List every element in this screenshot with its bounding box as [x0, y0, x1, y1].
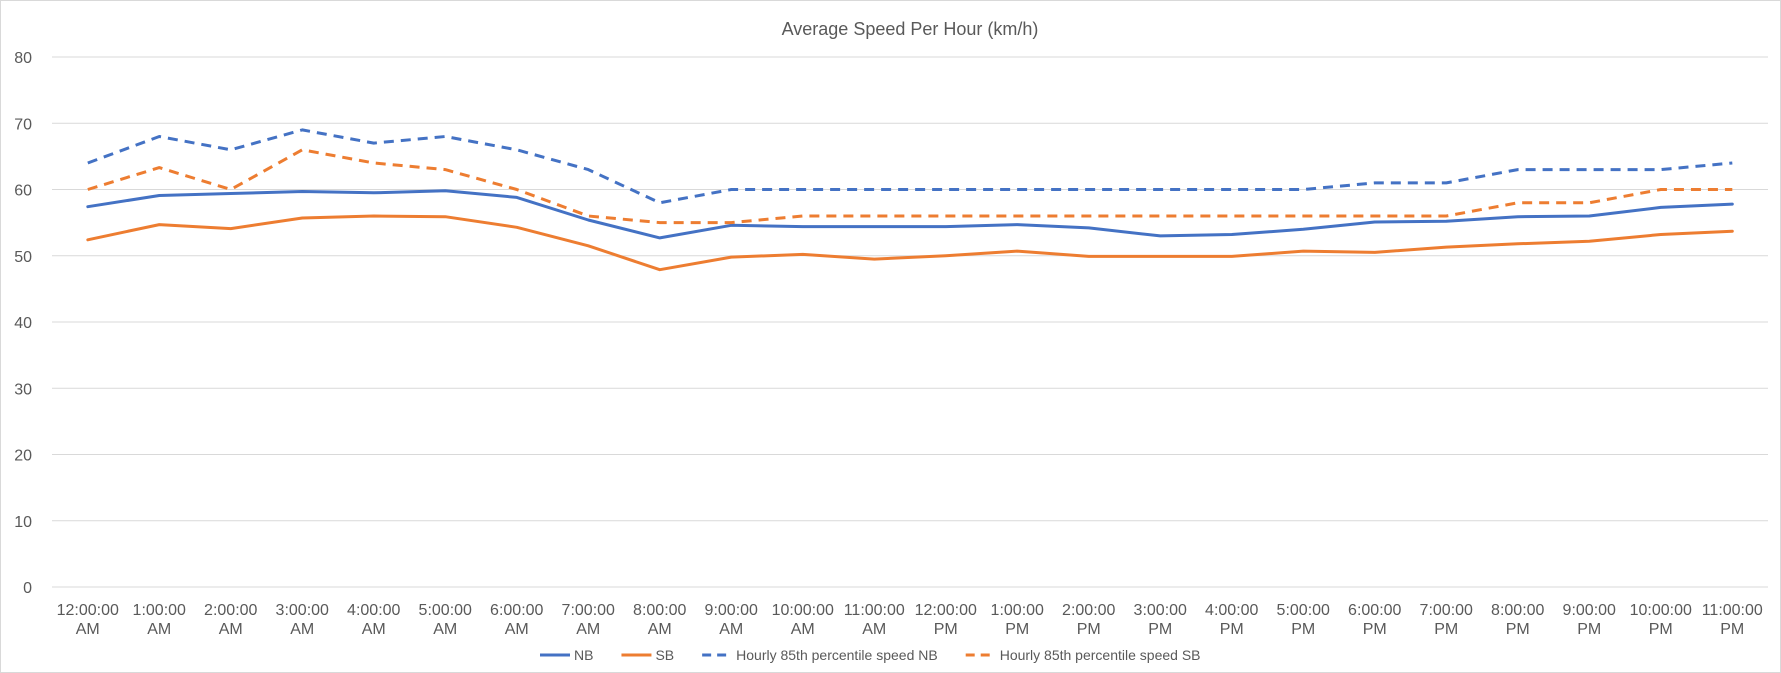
x-tick-label: 9:00:00 PM	[1563, 602, 1616, 638]
x-tick-label-line: 7:00:00	[1420, 602, 1473, 619]
x-tick-label: 3:00:00 PM	[1134, 602, 1187, 638]
x-tick-label: 1:00:00 PM	[991, 602, 1044, 638]
x-axis-tick-labels: 12:00:00 AM1:00:00 AM2:00:00 AM3:00:00 AM4:0…	[57, 602, 1763, 638]
x-tick-label-line: AM	[147, 621, 171, 638]
x-tick-label-line: 7:00:00	[562, 602, 615, 619]
x-tick-label-line: PM	[1005, 621, 1029, 638]
x-tick-label: 7:00:00 PM	[1420, 602, 1473, 638]
y-tick-label: 10	[14, 514, 32, 531]
y-tick-label: 30	[14, 381, 32, 398]
y-tick-label: 60	[14, 183, 32, 200]
series-line-3	[87, 148, 1733, 225]
x-tick-label: 4:00:00 PM	[1205, 602, 1258, 638]
x-tick-label-line: AM	[362, 621, 386, 638]
y-tick-label: 50	[14, 249, 32, 266]
x-tick-label-line: AM	[648, 621, 672, 638]
x-tick-label-line: PM	[1077, 621, 1101, 638]
x-tick-label-line: 3:00:00	[276, 602, 329, 619]
x-tick-label-line: PM	[1649, 621, 1673, 638]
x-tick-label: 12:00:00 PM	[915, 602, 977, 638]
legend-label-2: Hourly 85th percentile speed NB	[736, 647, 938, 663]
x-tick-label-line: 8:00:00	[633, 602, 686, 619]
series-lines	[86, 128, 1734, 272]
x-tick-label-line: 2:00:00	[1062, 602, 1115, 619]
x-tick-label-line: 1:00:00	[133, 602, 186, 619]
y-axis-tick-labels: 0 10 20 30 40 50 60 70 80	[14, 50, 32, 597]
series-line-0	[86, 189, 1734, 240]
legend-label-1: SB	[655, 647, 674, 663]
x-tick-label-line: AM	[862, 621, 886, 638]
x-tick-label: 10:00:00 PM	[1630, 602, 1692, 638]
x-tick-label-line: AM	[219, 621, 243, 638]
x-tick-label: 6:00:00 AM	[490, 602, 543, 638]
x-tick-label-line: AM	[76, 621, 100, 638]
x-tick-label-line: AM	[576, 621, 600, 638]
x-tick-label-line: 10:00:00	[772, 602, 834, 619]
x-tick-label: 5:00:00 PM	[1277, 602, 1330, 638]
x-tick-label-line: PM	[934, 621, 958, 638]
legend-label-0: NB	[574, 647, 593, 663]
x-tick-label: 7:00:00 AM	[562, 602, 615, 638]
y-tick-label: 40	[14, 315, 32, 332]
x-tick-label: 8:00:00 AM	[633, 602, 686, 638]
x-tick-label-line: 9:00:00	[1563, 602, 1616, 619]
x-tick-label-line: PM	[1506, 621, 1530, 638]
gridlines	[52, 56, 1768, 588]
x-tick-label: 4:00:00 AM	[347, 602, 400, 638]
x-tick-label: 10:00:00 AM	[772, 602, 834, 638]
x-tick-label-line: 3:00:00	[1134, 602, 1187, 619]
legend-label-3: Hourly 85th percentile speed SB	[1000, 647, 1201, 663]
series-line-1	[86, 214, 1734, 272]
x-tick-label-line: 6:00:00	[1348, 602, 1401, 619]
x-tick-label: 11:00:00 PM	[1702, 602, 1763, 638]
x-tick-label-line: 2:00:00	[204, 602, 257, 619]
x-tick-label: 6:00:00 PM	[1348, 602, 1401, 638]
x-tick-label-line: PM	[1577, 621, 1601, 638]
x-tick-label-line: 4:00:00	[347, 602, 400, 619]
x-tick-label-line: 5:00:00	[1277, 602, 1330, 619]
x-tick-label-line: 6:00:00	[490, 602, 543, 619]
x-tick-label-line: PM	[1220, 621, 1244, 638]
x-tick-label-line: PM	[1363, 621, 1387, 638]
x-tick-label-line: 12:00:00	[57, 602, 119, 619]
x-tick-label-line: 5:00:00	[419, 602, 472, 619]
x-tick-label-line: AM	[719, 621, 743, 638]
x-tick-label-line: 4:00:00	[1205, 602, 1258, 619]
y-tick-label: 70	[14, 116, 32, 133]
x-tick-label: 9:00:00 AM	[705, 602, 758, 638]
x-tick-label: 1:00:00 AM	[133, 602, 186, 638]
x-tick-label-line: 9:00:00	[705, 602, 758, 619]
x-tick-label-line: 10:00:00	[1630, 602, 1692, 619]
x-tick-label-line: 1:00:00	[991, 602, 1044, 619]
x-tick-label-line: PM	[1434, 621, 1458, 638]
x-tick-label: 11:00:00 AM	[844, 602, 905, 638]
x-tick-label-line: AM	[505, 621, 529, 638]
x-tick-label-line: 12:00:00	[915, 602, 977, 619]
x-tick-label-line: AM	[791, 621, 815, 638]
legend: NB SB Hourly 85th percentile speed NB Hourl…	[540, 647, 1201, 663]
x-tick-label: 2:00:00 PM	[1062, 602, 1115, 638]
x-tick-label-line: PM	[1291, 621, 1315, 638]
x-tick-label: 8:00:00 PM	[1491, 602, 1544, 638]
x-tick-label-line: AM	[290, 621, 314, 638]
x-tick-label: 5:00:00 AM	[419, 602, 472, 638]
x-tick-label-line: 11:00:00	[844, 602, 905, 619]
y-tick-label: 20	[14, 448, 32, 465]
chart-title: Average Speed Per Hour (km/h)	[782, 19, 1039, 39]
x-tick-label: 3:00:00 AM	[276, 602, 329, 638]
x-tick-label: 2:00:00 AM	[204, 602, 257, 638]
y-tick-label: 0	[23, 580, 32, 597]
x-tick-label-line: 8:00:00	[1491, 602, 1544, 619]
x-tick-label-line: PM	[1720, 621, 1744, 638]
x-tick-label-line: AM	[433, 621, 457, 638]
y-tick-label: 80	[14, 50, 32, 67]
x-tick-label-line: 11:00:00	[1702, 602, 1763, 619]
x-tick-label-line: PM	[1148, 621, 1172, 638]
x-tick-label: 12:00:00 AM	[57, 602, 119, 638]
